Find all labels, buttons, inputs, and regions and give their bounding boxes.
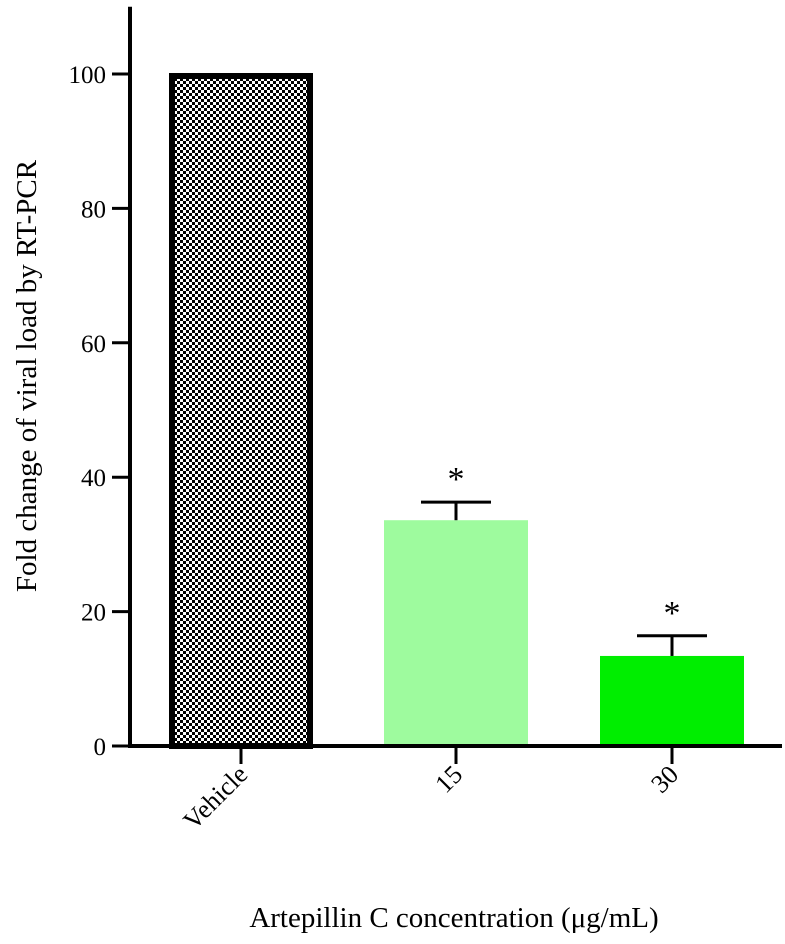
x-tick-label-15: 15 bbox=[429, 760, 468, 799]
y-axis: 0 20 40 60 80 100 bbox=[69, 6, 132, 761]
y-axis-label: Fold change of viral load by RT-PCR bbox=[11, 159, 43, 592]
y-tick-label-100: 100 bbox=[69, 62, 107, 89]
error-bars-group bbox=[421, 500, 707, 656]
y-tick-label-20: 20 bbox=[81, 600, 106, 627]
bar-30 bbox=[600, 655, 744, 746]
y-tick-label-80: 80 bbox=[81, 196, 106, 223]
significance-mark-30: * bbox=[664, 595, 681, 632]
x-axis-label: Artepillin C concentration (μg/mL) bbox=[249, 902, 658, 934]
y-ticks: 0 20 40 60 80 100 bbox=[69, 62, 130, 761]
significance-marks-group: ** bbox=[448, 461, 681, 632]
x-axis: Vehicle 15 30 bbox=[128, 744, 782, 836]
bar-vehicle bbox=[169, 73, 313, 749]
bar-15 bbox=[384, 520, 528, 746]
y-tick-label-0: 0 bbox=[94, 734, 107, 761]
x-ticks: Vehicle 15 30 bbox=[178, 746, 684, 836]
y-tick-label-60: 60 bbox=[81, 331, 106, 358]
significance-mark-15: * bbox=[448, 461, 465, 498]
x-tick-label-30: 30 bbox=[645, 760, 684, 799]
x-tick-label-Vehicle: Vehicle bbox=[178, 760, 254, 836]
bars-group bbox=[169, 73, 744, 749]
y-tick-label-40: 40 bbox=[81, 465, 106, 492]
